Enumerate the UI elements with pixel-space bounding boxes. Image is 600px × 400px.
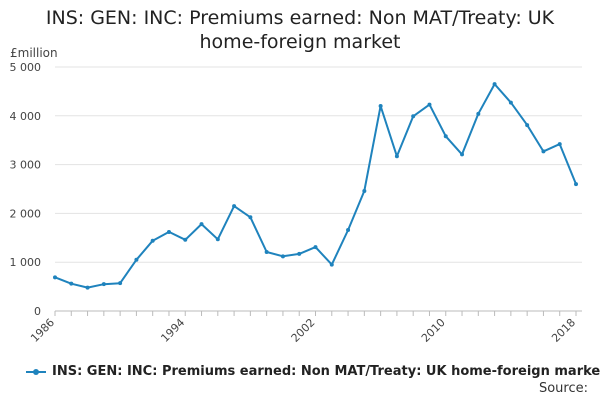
- data-point: [329, 262, 334, 267]
- legend[interactable]: INS: GEN: INC: Premiums earned: Non MAT/…: [26, 364, 600, 379]
- y-tick-label: 2 000: [10, 207, 42, 220]
- y-tick-label: 0: [34, 305, 41, 318]
- data-point: [411, 114, 416, 119]
- data-point: [150, 238, 155, 243]
- data-point: [297, 251, 302, 256]
- data-point: [85, 285, 90, 290]
- x-tick-label: 2002: [289, 316, 318, 345]
- x-tick-label: 2010: [419, 316, 448, 345]
- data-point: [248, 215, 253, 220]
- data-point: [166, 229, 171, 234]
- chart-title-line-1: INS: GEN: INC: Premiums earned: Non MAT/…: [45, 7, 555, 29]
- data-point: [557, 142, 562, 147]
- data-point: [460, 152, 465, 157]
- chart-title-line-2: home-foreign market: [199, 31, 401, 53]
- data-point: [476, 111, 481, 116]
- x-tick-label: 1994: [158, 316, 187, 345]
- data-point: [394, 154, 399, 159]
- series: [53, 82, 578, 290]
- series-line: [54, 83, 577, 289]
- data-point: [134, 257, 139, 262]
- data-point: [69, 281, 74, 286]
- data-point: [280, 254, 285, 259]
- y-tick-label: 5 000: [10, 61, 42, 74]
- y-tick-label: 4 000: [10, 110, 42, 123]
- data-point: [199, 222, 204, 227]
- data-point: [313, 245, 318, 250]
- gridlines: [55, 66, 582, 312]
- data-point: [264, 249, 269, 254]
- data-point: [492, 82, 497, 87]
- x-tick-label: 1986: [28, 316, 57, 345]
- y-tick-label: 3 000: [10, 159, 42, 172]
- data-point: [541, 149, 546, 154]
- data-point: [215, 237, 220, 242]
- y-axis-label: £million: [10, 46, 58, 60]
- data-point: [427, 102, 432, 107]
- data-point: [118, 281, 123, 286]
- legend-label: INS: GEN: INC: Premiums earned: Non MAT/…: [52, 364, 600, 379]
- data-point: [443, 134, 448, 139]
- axes: 0 1 000 2 000 3 000 4 000 5 000 1986 1994 2002 20…: [10, 61, 579, 345]
- data-point: [525, 123, 530, 128]
- legend-swatch-icon: [26, 366, 46, 378]
- data-point: [183, 237, 188, 242]
- data-point: [508, 100, 513, 105]
- data-point: [378, 104, 383, 109]
- x-tick-label: 2018: [549, 316, 578, 345]
- data-point: [574, 182, 578, 187]
- data-point: [53, 275, 57, 280]
- data-point: [101, 282, 106, 287]
- source-label: Source:: [538, 381, 588, 396]
- y-tick-label: 1 000: [10, 256, 42, 269]
- data-point: [232, 204, 237, 209]
- data-point: [362, 188, 367, 193]
- data-point: [346, 227, 351, 232]
- chart-title: INS: GEN: INC: Premiums earned: Non MAT/…: [0, 6, 600, 54]
